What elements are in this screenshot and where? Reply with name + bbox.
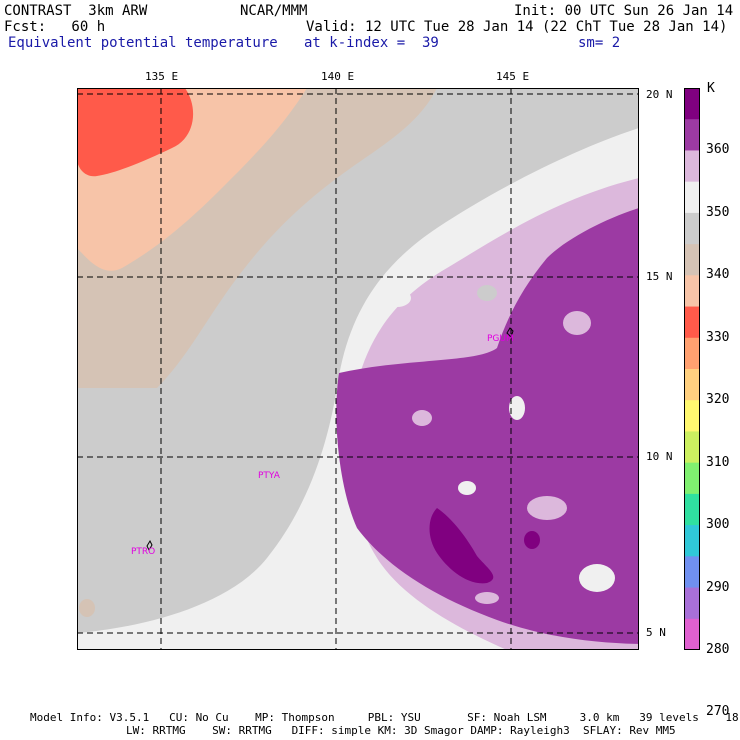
shade-hole bbox=[527, 496, 567, 520]
shade-speckle bbox=[383, 289, 411, 307]
colorbar-swatch bbox=[684, 556, 700, 589]
forecast-hour: Fcst: 60 h bbox=[4, 19, 106, 35]
shade-330 bbox=[77, 88, 194, 177]
colorbar-swatch bbox=[684, 400, 700, 432]
shade-370 bbox=[429, 508, 494, 584]
colorbar-swatch bbox=[684, 525, 700, 557]
colorbar-swatch bbox=[684, 306, 700, 339]
lon-tick-label: 135 E bbox=[145, 70, 179, 83]
colorbar-tick-label: 330 bbox=[706, 329, 730, 345]
theta-e-map: PGUM PTYA PTRO bbox=[77, 88, 639, 650]
colorbar-swatch bbox=[684, 493, 700, 526]
colorbar-swatch bbox=[684, 119, 700, 151]
shade-hole bbox=[579, 564, 615, 592]
init-time: Init: 00 UTC Sun 26 Jan 14 bbox=[514, 3, 734, 19]
model-info-line1: Model Info: V3.5.1 CU: No Cu MP: Thompso… bbox=[30, 711, 740, 724]
shade-365 bbox=[336, 208, 639, 644]
lon-tick-label: 140 E bbox=[321, 70, 355, 83]
colorbar-swatch bbox=[684, 337, 700, 370]
lat-tick-label: 10 N bbox=[646, 450, 673, 463]
map-frame bbox=[77, 88, 639, 650]
model-info-line2: LW: RRTMG SW: RRTMG DIFF: simple KM: 3D … bbox=[126, 724, 676, 737]
colorbar bbox=[684, 88, 700, 650]
colorbar-tick-label: 280 bbox=[706, 642, 730, 657]
shade-370 bbox=[524, 531, 540, 549]
lat-tick-label: 5 N bbox=[646, 626, 666, 639]
colorbar-swatch bbox=[684, 369, 700, 401]
shade-hole bbox=[458, 481, 476, 495]
colorbar-swatch bbox=[684, 462, 700, 495]
shade-hole bbox=[412, 410, 432, 426]
colorbar-unit: K bbox=[707, 81, 715, 96]
shade-hole bbox=[509, 396, 525, 420]
guam-outline bbox=[506, 327, 514, 338]
shade-speckle bbox=[79, 599, 95, 617]
colorbar-tick-label: 310 bbox=[706, 454, 730, 470]
colorbar-tick-label: 300 bbox=[706, 517, 730, 533]
colorbar-swatch bbox=[684, 587, 700, 620]
station-label-koror: PTRO bbox=[131, 547, 155, 557]
colorbar-frame bbox=[684, 88, 700, 650]
institution-label: NCAR/MMM bbox=[240, 3, 308, 19]
k-index-label: at k-index = 39 bbox=[304, 35, 439, 51]
colorbar-tick-label: 360 bbox=[706, 142, 730, 158]
lat-tick-label: 15 N bbox=[646, 270, 673, 283]
colorbar-swatch bbox=[684, 618, 700, 650]
colorbar-tick-label: 350 bbox=[706, 204, 730, 220]
colorbar-swatch bbox=[684, 244, 700, 276]
colorbar-swatch bbox=[684, 431, 700, 464]
colorbar-swatch bbox=[684, 275, 700, 308]
model-title: CONTRAST 3km ARW bbox=[4, 3, 148, 19]
colorbar-tick-label: 290 bbox=[706, 579, 730, 595]
colorbar-tick-label: 270 bbox=[706, 704, 730, 720]
colorbar-swatch bbox=[684, 212, 700, 245]
lat-tick-label: 20 N bbox=[646, 88, 673, 101]
field-name: Equivalent potential temperature bbox=[8, 35, 278, 51]
colorbar-swatch bbox=[684, 88, 700, 120]
lat-lon-grid bbox=[77, 88, 639, 650]
shade-hole bbox=[563, 311, 591, 335]
colorbar-tick-label: 320 bbox=[706, 392, 730, 408]
station-label-yap: PTYA bbox=[258, 471, 281, 481]
colorbar-swatch bbox=[684, 181, 700, 214]
lon-tick-label: 145 E bbox=[496, 70, 530, 83]
valid-time: Valid: 12 UTC Tue 28 Jan 14 (22 ChT Tue … bbox=[306, 19, 728, 35]
smoothing-label: sm= 2 bbox=[578, 35, 621, 51]
palau-outline bbox=[146, 539, 153, 552]
shade-speckle bbox=[207, 504, 227, 532]
station-label-guam: PGUM bbox=[487, 334, 514, 344]
colorbar-swatch bbox=[684, 150, 700, 183]
shade-hole bbox=[475, 592, 499, 604]
shade-speckle bbox=[477, 285, 497, 301]
colorbar-tick-label: 340 bbox=[706, 267, 730, 283]
